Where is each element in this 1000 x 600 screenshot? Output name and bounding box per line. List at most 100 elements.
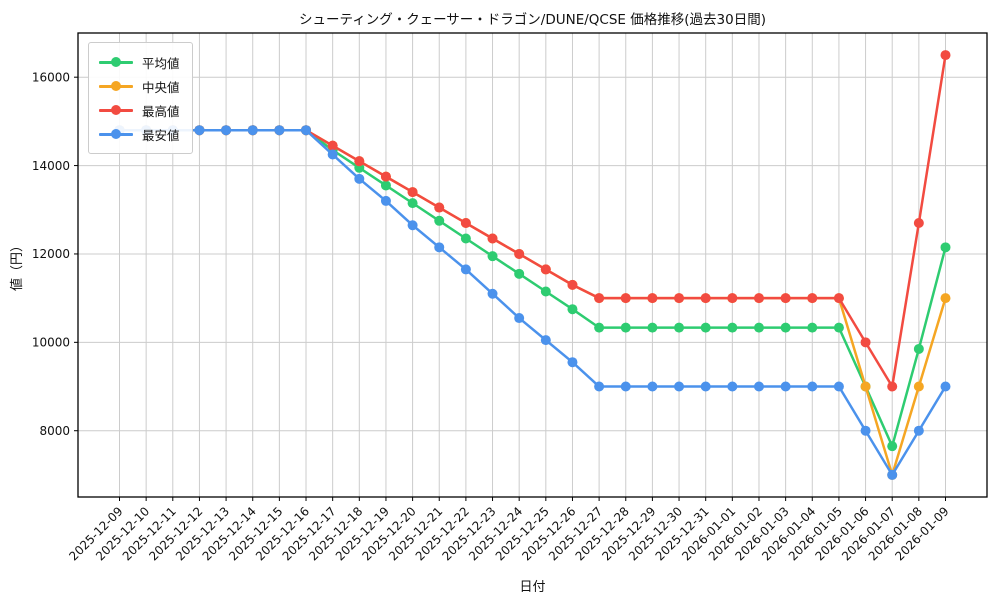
data-point-min (860, 425, 871, 436)
data-point-avg (620, 322, 631, 333)
data-point-avg (727, 322, 738, 333)
data-point-max (860, 337, 871, 348)
data-point-min (460, 264, 471, 275)
data-point-min (833, 381, 844, 392)
data-point-max (594, 293, 605, 304)
data-point-min (807, 381, 818, 392)
data-point-avg (594, 322, 605, 333)
data-point-min (753, 381, 764, 392)
data-point-max (460, 218, 471, 229)
data-point-max (514, 248, 525, 259)
legend-label-max: 最高値 (142, 103, 180, 119)
grid-lines (78, 33, 987, 497)
data-point-avg (487, 251, 498, 262)
data-point-min (247, 125, 258, 136)
legend-item-avg: 平均値 (99, 50, 180, 74)
series-median (114, 125, 951, 480)
x-axis-label: 日付 (519, 580, 546, 595)
plot-border (77, 32, 988, 498)
data-point-min (327, 149, 338, 160)
data-point-min (487, 288, 498, 299)
series-avg (114, 125, 951, 452)
data-point-max (807, 293, 818, 304)
y-tick-label: 16000 (32, 70, 70, 84)
data-point-min (301, 125, 312, 136)
data-point-avg (434, 215, 445, 226)
data-point-max (887, 381, 898, 392)
legend-item-min: 最安値 (99, 122, 180, 146)
median-line-swatch (99, 81, 133, 91)
data-point-min (540, 335, 551, 346)
data-point-max (727, 293, 738, 304)
data-point-avg (913, 343, 924, 354)
legend: 平均値 中央値 最高値 最安値 (88, 42, 193, 154)
data-point-min (354, 173, 365, 184)
data-point-min (913, 425, 924, 436)
min-line-swatch (99, 129, 133, 139)
data-point-avg (567, 304, 578, 315)
legend-label-avg: 平均値 (142, 55, 180, 71)
data-point-median (913, 381, 924, 392)
data-point-max (833, 293, 844, 304)
data-point-avg (807, 322, 818, 333)
data-point-max (780, 293, 791, 304)
data-point-min (700, 381, 711, 392)
data-point-min (407, 220, 418, 231)
data-point-avg (407, 198, 418, 209)
data-point-min (940, 381, 951, 392)
data-point-min (514, 313, 525, 324)
legend-item-max: 最高値 (99, 98, 180, 122)
data-point-avg (753, 322, 764, 333)
legend-label-median: 中央値 (142, 79, 180, 95)
legend-item-median: 中央値 (99, 74, 180, 98)
data-point-avg (380, 180, 391, 191)
y-tick-label: 10000 (32, 336, 70, 350)
data-point-avg (647, 322, 658, 333)
y-tick-label: 8000 (39, 424, 70, 438)
y-tick-label: 12000 (32, 247, 70, 261)
data-point-avg (833, 322, 844, 333)
data-point-min (567, 357, 578, 368)
data-point-max (407, 187, 418, 198)
data-point-avg (540, 286, 551, 297)
data-point-max (327, 140, 338, 151)
data-point-median (940, 293, 951, 304)
data-point-avg (780, 322, 791, 333)
data-point-min (380, 195, 391, 206)
data-point-avg (514, 268, 525, 279)
data-point-min (780, 381, 791, 392)
data-point-max (487, 233, 498, 244)
data-point-min (674, 381, 685, 392)
data-point-max (700, 293, 711, 304)
data-point-max (674, 293, 685, 304)
data-point-max (434, 202, 445, 213)
data-point-avg (940, 242, 951, 253)
data-point-min (221, 125, 232, 136)
data-point-median (860, 381, 871, 392)
data-point-min (620, 381, 631, 392)
data-point-min (727, 381, 738, 392)
chart-title: シューティング・クェーサー・ドラゴン/DUNE/QCSE 価格推移(過去30日間… (299, 12, 766, 28)
data-point-max (753, 293, 764, 304)
data-point-avg (674, 322, 685, 333)
data-point-max (380, 171, 391, 182)
data-point-max (567, 279, 578, 290)
data-point-min (594, 381, 605, 392)
data-point-max (913, 218, 924, 229)
data-point-max (620, 293, 631, 304)
y-tick-label: 14000 (32, 159, 70, 173)
data-point-min (887, 469, 898, 480)
data-point-max (647, 293, 658, 304)
data-point-min (274, 125, 285, 136)
data-point-max (354, 156, 365, 167)
data-point-min (194, 125, 205, 136)
data-point-min (647, 381, 658, 392)
max-line-swatch (99, 105, 133, 115)
data-point-avg (460, 233, 471, 244)
data-point-max (940, 50, 951, 61)
data-point-avg (700, 322, 711, 333)
data-point-avg (887, 441, 898, 452)
series-min (114, 125, 951, 480)
data-point-min (434, 242, 445, 253)
